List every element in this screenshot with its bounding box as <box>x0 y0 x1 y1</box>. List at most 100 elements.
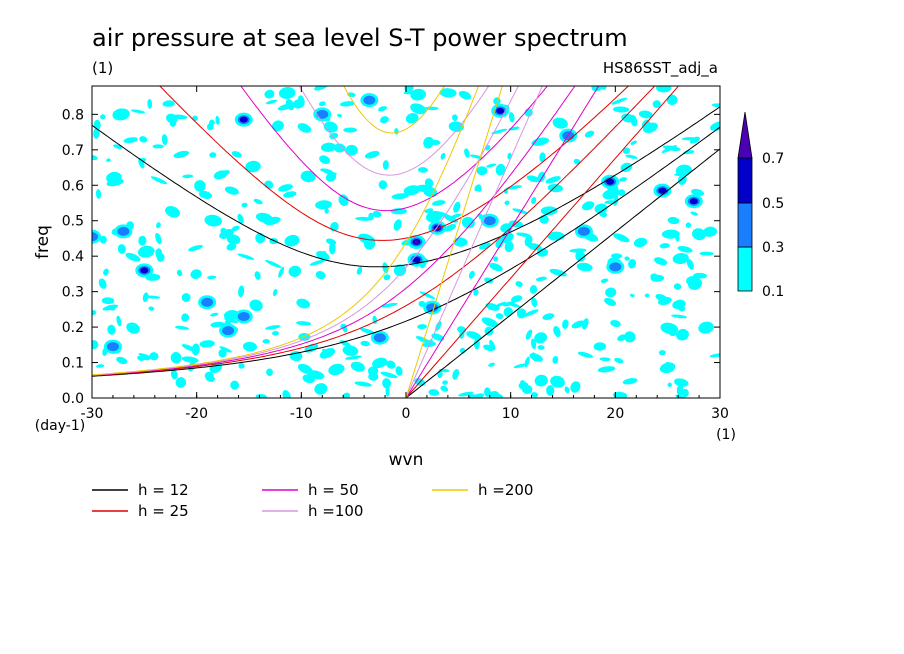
power-patch-low <box>676 328 689 341</box>
power-patch-low <box>494 301 507 308</box>
power-patch-low <box>473 289 479 296</box>
power-patch-low <box>360 340 370 347</box>
power-patch-low <box>593 342 607 351</box>
power-patch-low <box>469 154 483 159</box>
power-patch-low <box>453 201 461 213</box>
power-patch-low <box>410 103 427 115</box>
power-patch-low <box>137 245 155 258</box>
power-patch-low <box>488 362 495 367</box>
power-patch-low <box>582 201 595 211</box>
power-patch-low <box>207 275 217 280</box>
power-patch-low <box>686 258 694 270</box>
chart-subtitle-right: HS86SST_adj_a <box>603 59 718 78</box>
power-patch-low <box>101 297 115 305</box>
power-patch-low <box>523 309 539 317</box>
y-tick-label: 0.7 <box>62 143 84 159</box>
power-patch-low <box>575 250 586 262</box>
power-patch-low <box>622 378 638 385</box>
power-patch-low <box>237 213 244 224</box>
curve-200-mrg <box>92 86 480 376</box>
power-patch-low <box>210 321 225 328</box>
power-patch-low <box>591 86 603 92</box>
power-patch-low <box>345 144 358 156</box>
power-patch-low <box>224 186 239 195</box>
power-patch-low <box>307 370 325 380</box>
power-patch-low <box>621 113 635 123</box>
power-patch-low <box>624 256 630 261</box>
colorbar-label: 0.1 <box>762 284 784 300</box>
power-patch-low <box>405 113 419 124</box>
power-patch-low <box>278 87 296 99</box>
power-patch-low <box>690 211 699 216</box>
y-axis-label: freq <box>33 225 53 259</box>
power-patch-low <box>342 345 359 356</box>
power-patch-low <box>525 329 533 340</box>
power-patch-low <box>629 293 635 298</box>
power-patch-low <box>613 391 628 398</box>
power-patch-low <box>504 200 510 206</box>
power-patch-low <box>170 369 178 380</box>
power-patch-low <box>681 388 689 397</box>
power-patch-low <box>125 252 141 262</box>
power-patch-low <box>199 340 215 348</box>
power-patch-low <box>529 285 538 294</box>
power-patch-low <box>610 319 621 328</box>
power-patch-low <box>218 348 227 358</box>
power-patch-low <box>123 137 138 144</box>
power-patch-low <box>677 245 693 253</box>
power-patch-low <box>297 95 305 107</box>
power-patch-low <box>219 346 232 353</box>
power-patch-low <box>483 344 494 352</box>
x-tick-label: -10 <box>290 406 313 422</box>
x-axis-label: wvn <box>389 450 424 470</box>
power-patch-low <box>320 142 336 152</box>
chart-title: air pressure at sea level S-T power spec… <box>92 24 628 52</box>
x-tick-label: -20 <box>185 406 208 422</box>
power-patch-low <box>571 320 585 329</box>
power-patch-low <box>584 130 595 138</box>
legend-label: h = 12 <box>138 481 189 499</box>
curve-12-kelvin <box>405 148 720 398</box>
x-tick-label: 20 <box>606 406 624 422</box>
power-patch-low <box>531 196 537 205</box>
power-spot-0.3 <box>483 216 496 226</box>
power-patch-low <box>458 391 474 397</box>
colorbar-label: 0.5 <box>762 196 784 212</box>
power-patch-low <box>173 150 190 158</box>
power-patch-low <box>448 121 464 132</box>
power-patch-low <box>138 157 145 169</box>
power-patch-low <box>380 116 389 124</box>
power-patch-low <box>652 100 661 108</box>
power-patch-low <box>103 268 109 276</box>
power-patch-low <box>328 363 345 376</box>
power-patch-low <box>315 200 332 210</box>
power-patch-low <box>367 366 379 376</box>
power-patch-low <box>628 259 636 269</box>
power-patch-low <box>231 225 240 232</box>
power-patch-low <box>325 172 337 182</box>
power-patch-low <box>116 356 128 365</box>
power-patch-low <box>249 299 263 312</box>
y-unit-label: (day-1) <box>35 418 85 434</box>
power-patch-low <box>481 317 499 328</box>
power-patch-low <box>599 86 607 90</box>
legend-label: h = 25 <box>138 502 189 520</box>
power-patch-low <box>577 351 593 358</box>
power-patch-low <box>92 154 98 161</box>
power-patch-low <box>439 88 457 98</box>
power-patch-low <box>503 307 513 317</box>
power-patch-low <box>139 136 148 143</box>
power-spot-0.5 <box>606 178 615 185</box>
legend: h = 12 h = 25 h = 50 h =100 h =200 <box>92 481 533 520</box>
power-patch-low <box>355 216 372 221</box>
power-patch-low <box>508 112 515 123</box>
power-patch-low <box>324 207 329 214</box>
power-spot-0.5 <box>140 267 149 274</box>
power-patch-low <box>297 123 312 133</box>
power-patch-low <box>529 353 543 362</box>
power-patch-low <box>653 257 668 266</box>
power-patch-low <box>493 256 499 262</box>
power-spot-0.5 <box>239 116 248 123</box>
legend-label: h =200 <box>478 481 533 499</box>
power-patch-low <box>343 127 358 133</box>
